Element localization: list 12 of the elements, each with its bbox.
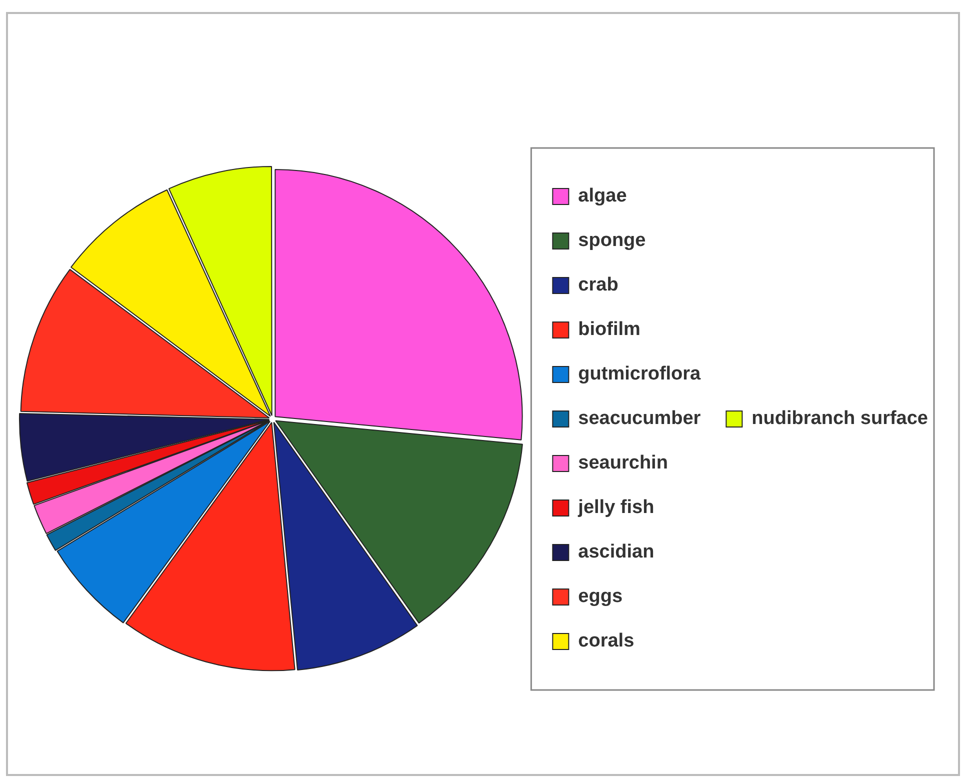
legend-label: nudibranch surface (752, 408, 928, 430)
legend-label: ascidian (578, 542, 654, 563)
legend-label: seaurchin (578, 452, 668, 474)
legend-label: crab (578, 274, 618, 296)
legend-label: sponge (578, 230, 646, 252)
legend-label: seacucumber (578, 408, 702, 430)
legend-label: corals (578, 630, 634, 652)
legend-label: biofilm (578, 319, 640, 340)
legend-label: gutmicroflora (578, 364, 702, 385)
legend-label: jelly fish (577, 497, 654, 518)
legend-label: eggs (578, 586, 623, 608)
legend-label: algae (578, 186, 627, 207)
